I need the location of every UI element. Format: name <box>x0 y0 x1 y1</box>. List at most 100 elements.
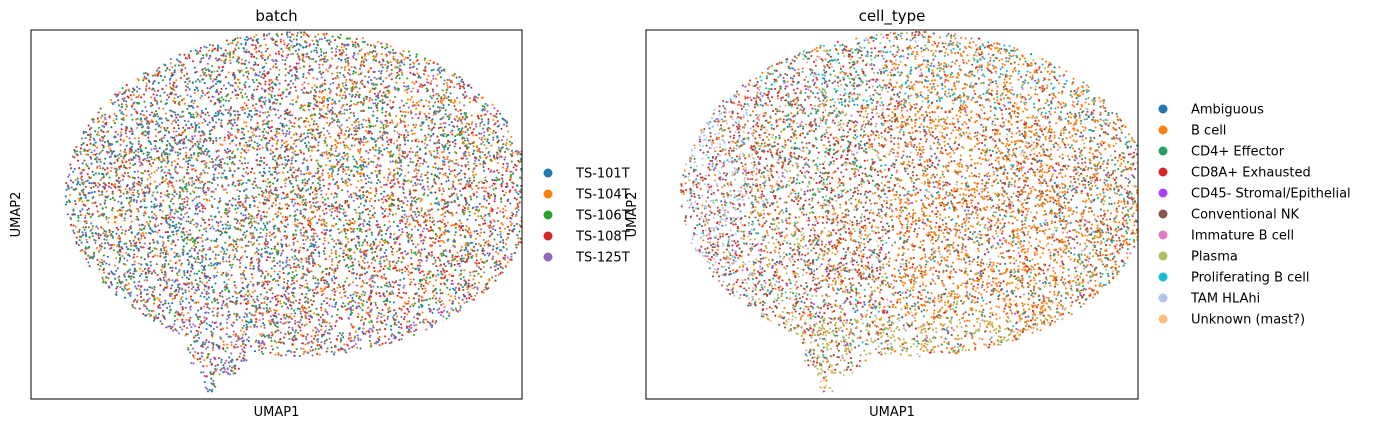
scatter-point <box>194 334 197 337</box>
scatter-point <box>407 302 410 305</box>
scatter-point <box>321 169 324 172</box>
scatter-point <box>407 215 411 218</box>
scatter-point <box>335 195 338 198</box>
scatter-point <box>84 204 87 207</box>
scatter-point <box>228 207 231 210</box>
scatter-point <box>430 80 433 83</box>
scatter-point <box>247 212 250 215</box>
scatter-point <box>426 177 429 180</box>
scatter-point <box>355 284 358 287</box>
scatter-point <box>370 79 373 82</box>
scatter-point <box>442 163 445 166</box>
scatter-point <box>335 242 338 245</box>
scatter-point <box>202 56 205 59</box>
scatter-point <box>312 300 315 303</box>
scatter-point <box>69 163 72 166</box>
scatter-point <box>79 172 82 175</box>
scatter-point <box>159 94 162 97</box>
scatter-point <box>312 243 315 246</box>
scatter-point <box>181 202 184 206</box>
scatter-point <box>157 166 160 170</box>
scatter-point <box>209 360 212 364</box>
scatter-point <box>240 58 244 61</box>
scatter-point <box>249 241 253 244</box>
scatter-point <box>331 258 334 261</box>
scatter-point <box>139 245 142 248</box>
scatter-point <box>516 202 519 205</box>
scatter-point <box>468 293 471 296</box>
scatter-point <box>81 137 84 140</box>
scatter-point <box>438 146 441 149</box>
scatter-point <box>362 138 365 141</box>
scatter-point <box>312 232 316 235</box>
scatter-point <box>313 175 316 178</box>
scatter-point <box>176 151 179 154</box>
scatter-point <box>210 239 213 242</box>
scatter-point <box>406 91 409 94</box>
scatter-point <box>218 172 221 175</box>
scatter-point <box>408 54 411 57</box>
scatter-point <box>188 207 191 210</box>
scatter-point <box>328 255 331 258</box>
scatter-point <box>275 294 278 297</box>
scatter-point <box>241 137 244 140</box>
scatter-point <box>221 172 224 175</box>
scatter-point <box>430 251 433 254</box>
scatter-point <box>170 161 173 164</box>
scatter-point <box>258 201 261 204</box>
scatter-point <box>124 287 127 290</box>
scatter-point <box>473 261 476 264</box>
scatter-point <box>314 189 318 192</box>
scatter-point <box>72 224 75 227</box>
scatter-point <box>515 246 518 249</box>
scatter-point <box>105 218 108 221</box>
scatter-point <box>320 325 323 328</box>
scatter-point <box>249 37 252 40</box>
scatter-point <box>355 58 358 61</box>
scatter-point <box>360 48 363 51</box>
scatter-point <box>201 234 204 237</box>
scatter-point <box>475 259 478 262</box>
scatter-point <box>452 101 455 104</box>
scatter-point <box>503 150 507 154</box>
scatter-point <box>255 239 258 242</box>
scatter-point <box>518 201 521 204</box>
scatter-point <box>362 241 365 244</box>
scatter-point <box>259 156 262 159</box>
scatter-point <box>413 132 416 135</box>
scatter-point <box>238 182 241 185</box>
scatter-point <box>109 186 112 190</box>
scatter-point <box>240 289 243 292</box>
scatter-point <box>328 332 331 335</box>
scatter-point <box>133 170 136 173</box>
scatter-point <box>201 121 204 124</box>
scatter-point <box>315 331 318 334</box>
scatter-point <box>453 263 456 266</box>
scatter-point <box>134 285 137 288</box>
scatter-point <box>333 275 336 278</box>
scatter-point <box>211 161 214 164</box>
scatter-point <box>320 231 323 234</box>
scatter-point <box>247 299 250 302</box>
scatter-point <box>189 233 192 236</box>
scatter-point <box>71 155 74 158</box>
scatter-point <box>387 176 390 179</box>
scatter-point <box>388 84 391 88</box>
scatter-point <box>193 356 196 359</box>
scatter-point <box>311 257 314 260</box>
scatter-point <box>300 104 303 107</box>
scatter-point <box>457 110 460 113</box>
scatter-point <box>467 84 470 88</box>
scatter-point <box>330 51 334 54</box>
scatter-point <box>166 182 169 185</box>
scatter-point <box>353 220 356 223</box>
scatter-point <box>292 238 295 241</box>
scatter-point <box>235 286 238 289</box>
scatter-point <box>268 207 271 210</box>
scatter-point <box>186 82 190 85</box>
scatter-point <box>335 158 338 161</box>
scatter-point <box>373 281 376 284</box>
scatter-point <box>162 240 165 243</box>
scatter-point <box>231 91 234 94</box>
scatter-point <box>330 144 333 148</box>
